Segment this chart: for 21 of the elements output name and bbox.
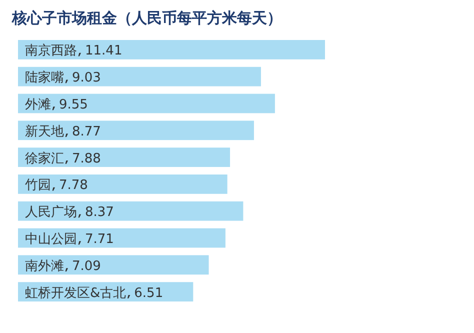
data-label: 7.09: [72, 258, 101, 274]
y-tick-label: 陆家嘴: [25, 70, 64, 86]
y-tick-label: 人民广场: [25, 205, 77, 220]
y-tick-label: 竹园: [25, 178, 51, 194]
data-label: 6.51: [134, 286, 164, 301]
data-label: 8.77: [72, 124, 101, 140]
y-tick-label: 徐家汇: [25, 150, 64, 166]
title: 核心子市场租金（人民币每平方米每天）: [12, 9, 282, 27]
y-tick-label: 中山公园: [25, 232, 77, 247]
y-tick-label: 南外滩: [25, 258, 64, 274]
data-label: 11.41: [85, 44, 122, 59]
data-label: 7.88: [72, 151, 101, 166]
data-label: 7.78: [59, 178, 88, 194]
data-label: 8.37: [85, 205, 114, 220]
y-tick-label: 外滩: [25, 97, 51, 112]
y-tick-label: 新天地: [25, 124, 64, 140]
data-label: 9.55: [59, 97, 88, 112]
data-label: 7.71: [85, 232, 114, 247]
y-tick-label: 虹桥开发区&古北: [25, 286, 126, 301]
data-label: 9.03: [72, 70, 101, 86]
y-tick-label: 南京西路: [25, 44, 77, 59]
